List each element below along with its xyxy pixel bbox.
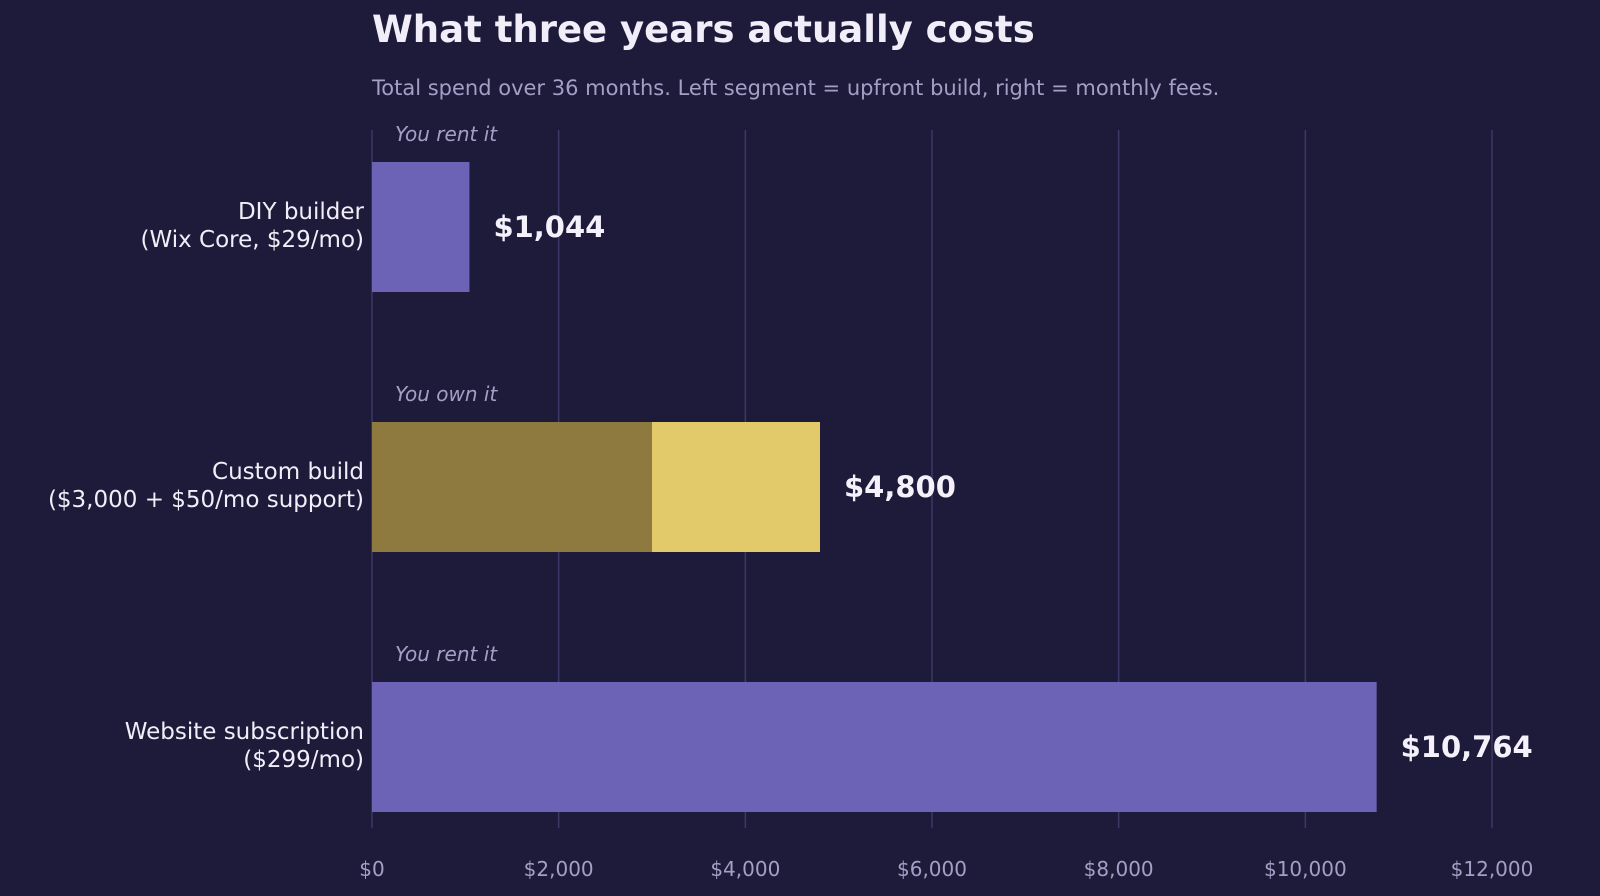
x-tick-label: $2,000	[524, 857, 594, 881]
total-value-label: $1,044	[493, 210, 605, 244]
category-label: Custom build ($3,000 + $50/mo support)	[48, 459, 364, 513]
total-value-label: $4,800	[844, 470, 956, 504]
ownership-note: You rent it	[395, 642, 498, 666]
category-label-line: ($299/mo)	[243, 747, 364, 773]
x-tick-label: $8,000	[1084, 857, 1154, 881]
total-value-label: $10,764	[1401, 730, 1533, 764]
category-label-line: Website subscription	[125, 719, 364, 745]
category-label-line: DIY builder	[238, 199, 365, 225]
x-tick-label: $0	[359, 857, 384, 881]
bar-segment-monthly-fees	[652, 422, 820, 552]
category-label: DIY builder (Wix Core, $29/mo)	[141, 199, 365, 253]
chart-title: What three years actually costs	[372, 8, 1035, 51]
category-label-line: ($3,000 + $50/mo support)	[48, 487, 364, 513]
x-tick-label: $10,000	[1264, 857, 1347, 881]
x-tick-label: $4,000	[710, 857, 780, 881]
bar-segment-upfront-build	[372, 422, 652, 552]
bar-segment-monthly-fees	[372, 682, 1377, 812]
ownership-note: You own it	[395, 382, 498, 406]
chart-subtitle: Total spend over 36 months. Left segment…	[372, 76, 1220, 100]
ownership-note: You rent it	[395, 122, 498, 146]
category-label: Website subscription ($299/mo)	[125, 719, 364, 773]
bar-segment-monthly-fees	[372, 162, 470, 292]
x-tick-label: $6,000	[897, 857, 967, 881]
category-label-line: Custom build	[212, 459, 364, 485]
category-label-line: (Wix Core, $29/mo)	[141, 227, 364, 253]
x-tick-label: $12,000	[1451, 857, 1534, 881]
